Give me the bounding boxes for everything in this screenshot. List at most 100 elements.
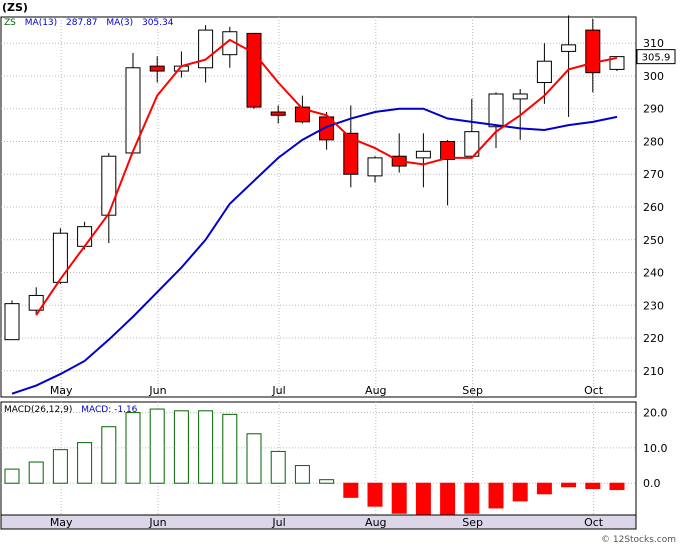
candle [149,56,165,83]
macd-bar-negative [488,482,504,509]
macd-bar-positive [246,433,262,484]
macd-bar-positive [52,449,68,484]
candle [294,95,310,124]
candle [585,18,601,93]
candle [222,26,238,68]
macd-bar-negative [367,482,383,507]
candle-body-down [270,111,286,116]
macd-tick-label: 10.0 [643,442,668,455]
price-tick-label: 280 [643,135,664,148]
candle-body-down [585,29,601,74]
macd-bar-negative [561,482,577,488]
macd-bar-positive [101,426,117,484]
price-x-label: Sep [462,384,483,397]
legend-ticker: ZS [4,18,16,28]
macd-x-label: Jun [148,516,166,529]
ma3-line [35,38,618,316]
macd-bar-negative [415,482,431,516]
x-axis-strip [0,514,637,530]
price-tick-label: 240 [643,267,664,280]
legend-ma3-label: MA(3) [106,18,133,28]
macd-bar-negative [609,482,625,491]
price-tick-label: 260 [643,201,664,214]
svg-text:MACD(26,12,9) MACD: -1: MACD(26,12,9) MACD: -1.16 [4,405,138,415]
price-tick-label: 300 [643,70,664,83]
candle [198,25,214,83]
candle-body-down [343,132,359,175]
price-tick-label: 290 [643,103,664,116]
candle-body-up [28,294,44,311]
macd-x-label: Sep [462,516,483,529]
price-tick-label: 220 [643,332,664,345]
macd-bars [4,408,625,516]
price-axis: 210 220 230 240 250 260 270 280 290 300 310 [643,37,664,378]
macd-bar-positive [4,468,20,484]
candle-body-up [77,226,93,247]
macd-bar-positive [173,410,189,484]
candle [270,105,286,124]
candle [440,139,456,206]
price-x-label: Jul [271,384,285,397]
candle [415,133,431,188]
candle-body-up [367,157,383,177]
candle [561,15,577,117]
price-x-label: Oct [584,384,604,397]
macd-x-label: Jul [271,516,285,529]
candles [4,15,625,341]
price-x-axis: May Jun Jul Aug Sep Oct [50,384,604,397]
svg-text:ZS MA(13) 287.87 M: ZS MA(13) 287.87 MA(3) 305.34 [4,18,174,28]
legend-ma13-value: 287.87 [66,18,98,28]
macd-bar-positive [294,465,310,484]
macd-tick-label: 20.0 [643,407,668,420]
macd-bar-negative [536,482,552,495]
watermark: © 12Stocks.com [601,535,676,545]
candle-body-up [512,93,528,100]
price-tick-label: 270 [643,168,664,181]
candle-body-down [149,65,165,72]
candle [52,228,68,284]
macd-axis: 20.0 10.0 0.0 [643,407,668,491]
candle-body-down [440,140,456,160]
macd-x-label: Aug [365,516,386,529]
macd-bar-positive [222,413,238,484]
macd-bar-positive [149,408,165,484]
candle [536,43,552,104]
price-x-label: Aug [365,384,386,397]
last-price-label: 305.9 [642,53,671,64]
legend-ma13-label: MA(13) [25,18,57,28]
macd-bar-positive [125,412,141,484]
candle-body-up [415,150,431,159]
macd-bar-positive [270,450,286,484]
candle-body-up [198,29,214,69]
candle-body-up [609,56,625,70]
macd-bar-positive [198,410,214,484]
candle [367,156,383,183]
macd-bar-negative [343,482,359,498]
candle [343,105,359,188]
price-x-label: Jun [148,384,166,397]
candle [28,287,44,316]
macd-bar-positive [319,479,335,484]
candle [246,32,262,109]
price-tick-label: 230 [643,299,664,312]
macd-legend-value-label: MACD: [81,405,111,415]
candle-body-down [246,32,262,108]
macd-bar-positive [77,442,93,484]
macd-bar-negative [512,482,528,502]
macd-x-axis: May Jun Jul Aug Sep Oct [50,516,604,529]
macd-panel [0,401,637,530]
candle-body-down [319,116,335,141]
candle [464,98,480,158]
macd-bar-negative [585,482,601,490]
candle [319,112,335,150]
macd-x-label: May [50,516,73,529]
candle-body-up [464,131,480,157]
legend-ma3-value: 305.34 [142,18,174,28]
candle [4,300,20,341]
macd-bar-negative [391,482,407,514]
macd-x-label: Oct [584,516,604,529]
macd-legend-label: MACD(26,12,9) [4,405,72,415]
candle-body-up [488,93,504,128]
candle-body-up [561,44,577,52]
